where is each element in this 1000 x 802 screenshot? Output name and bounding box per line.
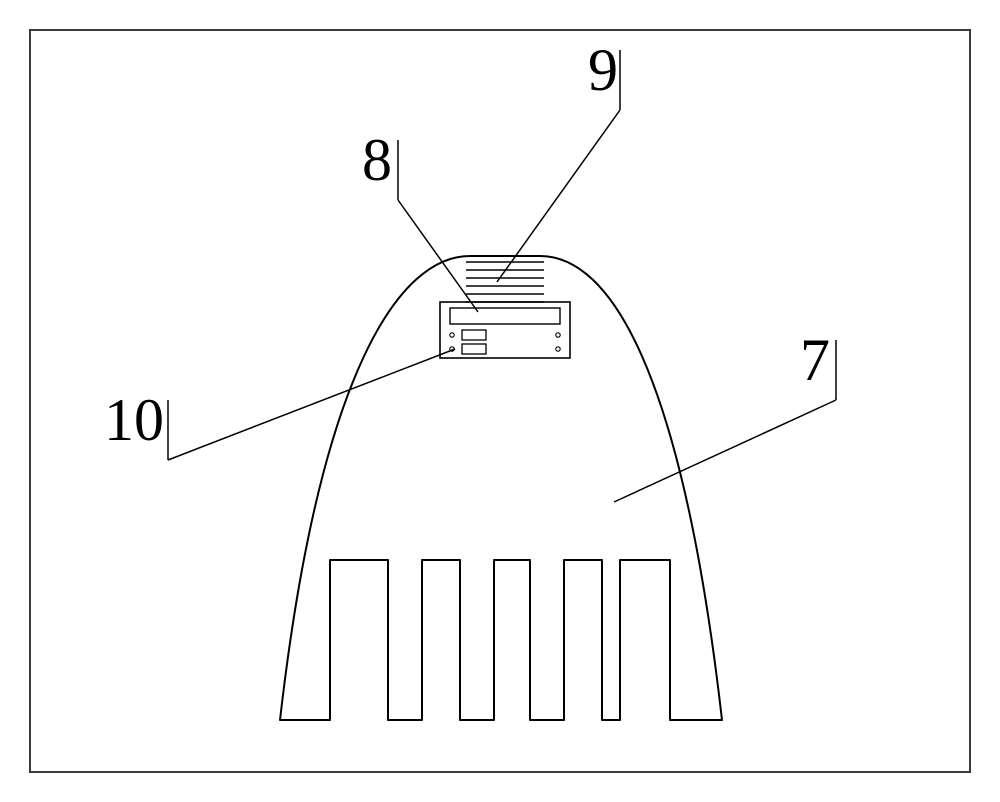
label-9: 9 (588, 37, 618, 103)
leader-9 (497, 110, 620, 282)
label-7: 7 (800, 327, 830, 393)
leader-7 (614, 400, 836, 502)
screw-dot (450, 333, 454, 337)
button-2 (462, 344, 486, 354)
display-screen (450, 308, 560, 324)
label-8: 8 (362, 127, 392, 193)
device-body (280, 256, 722, 720)
diagram-canvas: 9 8 7 10 (0, 0, 1000, 802)
outer-frame (30, 30, 970, 772)
button-1 (462, 330, 486, 340)
screw-dot (556, 347, 560, 351)
screw-dot (556, 333, 560, 337)
control-panel (440, 302, 570, 358)
label-10: 10 (104, 387, 164, 453)
leader-10 (168, 349, 455, 460)
